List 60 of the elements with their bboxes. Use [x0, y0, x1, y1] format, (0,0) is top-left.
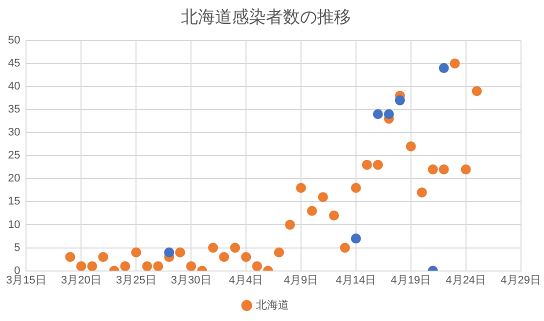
point	[65, 252, 76, 262]
point	[428, 164, 438, 174]
point	[438, 63, 449, 74]
point	[142, 261, 152, 271]
legend-label: 北海道	[256, 298, 289, 312]
y-tick-label: 40	[8, 80, 20, 93]
point	[208, 242, 218, 253]
y-tick-label: 50	[8, 34, 20, 46]
point	[350, 234, 361, 244]
y-tick-label: 30	[8, 126, 20, 139]
point	[164, 247, 174, 258]
point	[384, 109, 394, 120]
point	[219, 252, 230, 262]
x-tick-label: 3月15日	[6, 274, 46, 286]
point	[175, 247, 186, 258]
x-tick-label: 3月20日	[61, 274, 102, 286]
x-tick-label: 4月9日	[284, 274, 318, 286]
point	[76, 261, 86, 271]
point	[340, 242, 350, 253]
x-tick-label: 3月25日	[116, 274, 156, 286]
x-tick-label: 4月14日	[336, 274, 376, 286]
x-tick-label: 4月4日	[228, 274, 264, 286]
chart-title: 北海道感染者数の推移	[181, 8, 351, 28]
point	[438, 164, 449, 174]
point	[450, 58, 460, 68]
point	[153, 261, 164, 271]
point	[186, 261, 196, 271]
point	[406, 141, 416, 152]
point	[328, 210, 339, 221]
point	[307, 206, 317, 216]
point	[120, 261, 130, 271]
x-tick-label: 4月24日	[446, 274, 486, 286]
point	[372, 160, 383, 170]
point	[362, 160, 372, 170]
point	[318, 192, 328, 202]
point	[296, 182, 306, 193]
y-tick-label: 35	[8, 104, 20, 116]
point	[350, 182, 361, 193]
point	[87, 261, 98, 271]
point	[131, 247, 142, 258]
point	[274, 247, 284, 258]
point	[241, 252, 252, 262]
x-tick-label: 3月30日	[170, 274, 212, 286]
point	[416, 187, 427, 198]
point	[372, 109, 383, 120]
y-tick-label: 15	[8, 196, 20, 208]
point	[285, 220, 296, 230]
y-tick-label: 25	[8, 150, 20, 162]
y-tick-label: 45	[8, 57, 20, 70]
point	[230, 242, 240, 253]
y-tick-label: 20	[8, 172, 20, 185]
point	[394, 95, 405, 106]
point	[98, 252, 108, 262]
point	[460, 164, 471, 174]
x-tick-label: 4月29日	[500, 274, 542, 286]
y-tick-label: 5	[14, 242, 20, 254]
point	[252, 261, 262, 271]
y-tick-label: 10	[8, 218, 20, 231]
x-tick-label: 4月19日	[390, 274, 432, 286]
point	[472, 86, 482, 96]
